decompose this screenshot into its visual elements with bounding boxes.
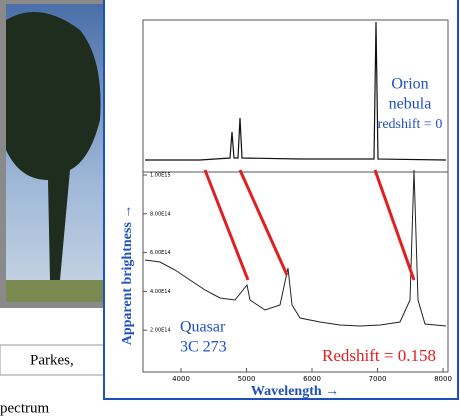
- y-tick-label: 4.00E14: [150, 289, 171, 295]
- quasar-redshift: Redshift = 0.158: [322, 346, 436, 365]
- slide: Parkes, pectrum Orion nebula redshift = …: [0, 0, 460, 417]
- orion-label: Orion: [391, 76, 428, 93]
- x-tick-label: 5000: [238, 375, 256, 383]
- y-tick-label: 8.00E14: [150, 211, 171, 217]
- y-axis-label: Apparent brightness →: [120, 205, 135, 346]
- x-tick-label: 7000: [369, 375, 387, 383]
- quasar-label: 3C 273: [180, 339, 227, 356]
- x-tick-label: 8000: [434, 375, 452, 383]
- quasar-label: Quasar: [180, 319, 226, 336]
- y-tick-label: 1.00E15: [150, 173, 171, 179]
- x-tick-label: 4000: [172, 375, 190, 383]
- orion-label: nebula: [389, 96, 432, 113]
- y-tick-label: 6.00E14: [150, 250, 171, 256]
- slide-canvas: Parkes, pectrum Orion nebula redshift = …: [0, 0, 460, 417]
- x-tick-label: 6000: [303, 375, 321, 383]
- slide-text: pectrum: [0, 400, 49, 416]
- ground: [6, 280, 104, 302]
- photo-caption: Parkes,: [30, 352, 74, 368]
- y-tick-label: 2.00E14: [150, 328, 171, 334]
- x-axis-label: Wavelength →: [251, 384, 339, 399]
- orion-redshift: redshift = 0: [378, 117, 443, 132]
